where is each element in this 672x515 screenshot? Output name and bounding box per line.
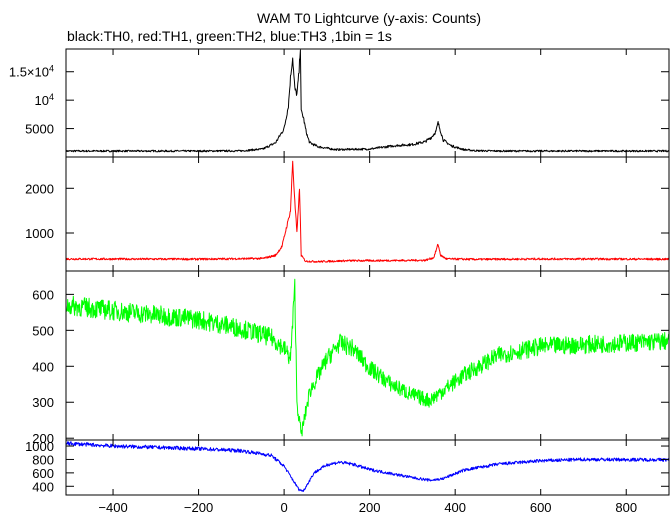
- x-tick-label: 400: [444, 500, 466, 515]
- y-tick-label: 1000: [25, 439, 54, 454]
- y-tick-label: 1000: [25, 226, 54, 241]
- x-tick-label: −200: [184, 500, 213, 515]
- y-tick-label: 2000: [25, 181, 54, 196]
- series-line-th3: [65, 441, 670, 492]
- panel-frame: [65, 48, 670, 158]
- panels-group: 50001041.5×10410002000200300400500600400…: [9, 48, 670, 496]
- y-tick-label: 104: [35, 92, 54, 108]
- chart-title: WAM T0 Lightcurve (y-axis: Counts): [257, 10, 481, 26]
- series-line-th2: [65, 278, 670, 437]
- x-tick-label: 0: [280, 500, 287, 515]
- y-tick-label: 200: [32, 431, 54, 446]
- panel-th2: 200 300 400 500 600: [32, 270, 670, 446]
- y-tick-label: 600: [32, 287, 54, 302]
- y-tick-label: 300: [32, 395, 54, 410]
- x-tick-label: 200: [359, 500, 381, 515]
- y-tick-label: 500: [32, 323, 54, 338]
- x-tick-label: −400: [98, 500, 127, 515]
- y-tick-label: 1.5×104: [9, 64, 54, 80]
- chart-subtitle: black:TH0, red:TH1, green:TH2, blue:TH3 …: [67, 28, 392, 44]
- x-tick-label: 600: [530, 500, 552, 515]
- x-axis: −400 −200 0 200 400 600 800: [98, 500, 637, 515]
- y-tick-label: 400: [32, 359, 54, 374]
- series-line-th0: [65, 49, 670, 153]
- panel-frame: [65, 270, 670, 441]
- y-tick-label: 400: [32, 479, 54, 494]
- y-tick-label: 600: [32, 466, 54, 481]
- x-tick-label: 800: [615, 500, 637, 515]
- series-line-th1: [65, 160, 670, 263]
- panel-th0: 5000 104 1.5×104: [9, 48, 670, 158]
- y-tick-label: 800: [32, 452, 54, 467]
- panel-th1: 1000 2000: [25, 156, 670, 272]
- panel-frame: [65, 156, 670, 272]
- y-tick-label: 5000: [25, 122, 54, 137]
- panel-frame: [65, 439, 670, 496]
